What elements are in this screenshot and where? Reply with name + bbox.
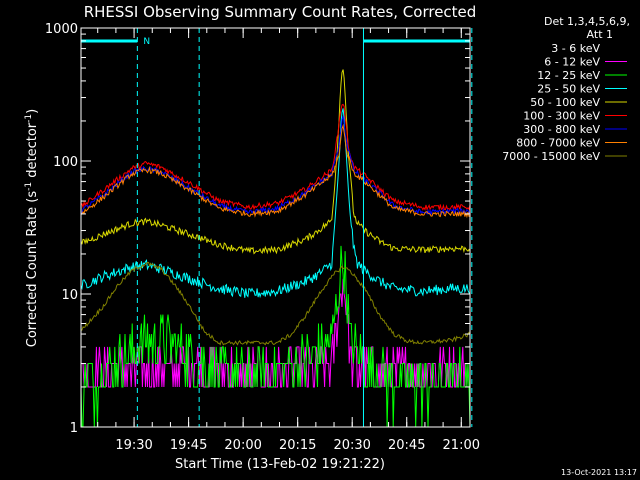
series-layer <box>80 69 471 428</box>
x-tick-label: 20:15 <box>279 438 316 453</box>
series-line <box>80 103 471 212</box>
legend-entry-label: 7000 - 15000 keV <box>502 150 600 163</box>
y-tick-label: 1 <box>70 421 78 436</box>
x-tick-label: 19:30 <box>115 438 152 453</box>
night-flag-label: N <box>143 37 150 47</box>
legend-entry-label: 300 - 800 keV <box>523 123 600 136</box>
y-tick-label: 100 <box>53 155 78 170</box>
series-100-300-kev <box>80 103 471 212</box>
legend-entry-label: 50 - 100 keV <box>530 96 600 109</box>
y-tick-label: 10 <box>61 288 78 303</box>
legend-entry-label: 3 - 6 keV <box>551 42 600 55</box>
y-axis-label: Corrected Count Rate (s-1 detector-1) <box>24 109 40 347</box>
series-800-7000-kev <box>80 123 471 219</box>
x-tick-label: 20:00 <box>224 438 261 453</box>
y-tick-label: 1000 <box>45 22 78 37</box>
legend-entry-label: 25 - 50 keV <box>537 83 600 96</box>
y-axis-label-exp1: -1 <box>24 182 34 191</box>
y-axis-label-exp2: -1 <box>24 114 34 123</box>
x-tick-label: 20:45 <box>388 438 425 453</box>
y-axis-label-mid: detector <box>25 122 40 182</box>
series-line <box>80 123 471 219</box>
series-50-100-kev <box>80 69 471 255</box>
render-timestamp: 13-Oct-2021 13:17 <box>561 468 637 477</box>
series-line <box>80 69 471 255</box>
series-7000-15000-kev <box>80 262 471 346</box>
y-axis-label-end: ) <box>25 109 40 114</box>
x-tick-label: 21:00 <box>443 438 480 453</box>
series-line <box>80 262 471 346</box>
legend-entry-label: 6 - 12 keV <box>544 56 600 69</box>
series-25-50-kev <box>80 108 471 299</box>
legend-entry-label: 800 - 7000 keV <box>516 137 600 150</box>
legend-header-1: Det 1,3,4,5,6,9, <box>544 15 630 28</box>
x-axis-label: Start Time (13-Feb-02 19:21:22) <box>175 457 385 472</box>
legend-entry-label: 100 - 300 keV <box>523 110 600 123</box>
series-12-25-kev <box>80 245 471 428</box>
x-tick-label: 20:30 <box>333 438 370 453</box>
series-line <box>80 245 471 428</box>
legend-entry-label: 12 - 25 keV <box>537 69 600 82</box>
legend-header-2: Att 1 <box>587 28 613 41</box>
x-tick-label: 19:45 <box>170 438 207 453</box>
plot-area: N <box>80 28 473 428</box>
y-axis-label-main: Corrected Count Rate (s <box>25 191 40 348</box>
plot-frame <box>80 27 471 428</box>
y-axis: 1 10 100 1000 <box>45 22 470 436</box>
x-axis: 19:30 19:45 20:00 20:15 20:30 20:45 21:00 <box>97 28 480 453</box>
chart-title: RHESSI Observing Summary Count Rates, Co… <box>84 3 477 21</box>
series-line <box>80 108 471 299</box>
